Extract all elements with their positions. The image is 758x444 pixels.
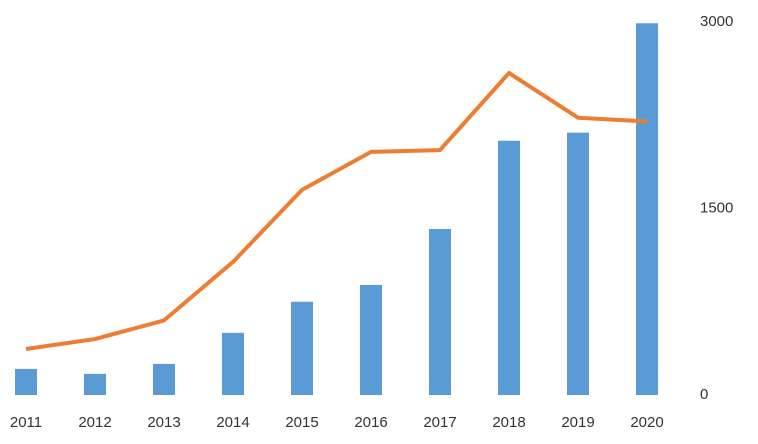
bar xyxy=(636,23,658,395)
y-tick-label: 1500 xyxy=(700,199,733,216)
x-tick-label: 2020 xyxy=(630,414,663,431)
bar xyxy=(291,301,313,395)
x-tick-label: 2019 xyxy=(561,414,594,431)
bar xyxy=(84,373,106,395)
y-tick-label: 0 xyxy=(700,386,708,403)
x-tick-label: 2012 xyxy=(78,414,111,431)
bar xyxy=(498,140,520,395)
x-tick-label: 2018 xyxy=(492,414,525,431)
bar xyxy=(15,368,37,395)
bar xyxy=(567,132,589,395)
x-tick-label: 2011 xyxy=(10,414,42,431)
x-tick-label: 2017 xyxy=(423,414,456,431)
x-tick-label: 2013 xyxy=(147,414,180,431)
bar xyxy=(360,284,382,395)
bar xyxy=(429,229,451,395)
line xyxy=(25,70,648,351)
y-tick-label: 3000 xyxy=(700,13,733,30)
bar xyxy=(222,332,244,395)
x-tick-label: 2016 xyxy=(354,414,387,431)
x-tick-label: 2015 xyxy=(285,414,318,431)
x-tick-label: 2014 xyxy=(216,414,249,431)
bar xyxy=(153,363,175,395)
